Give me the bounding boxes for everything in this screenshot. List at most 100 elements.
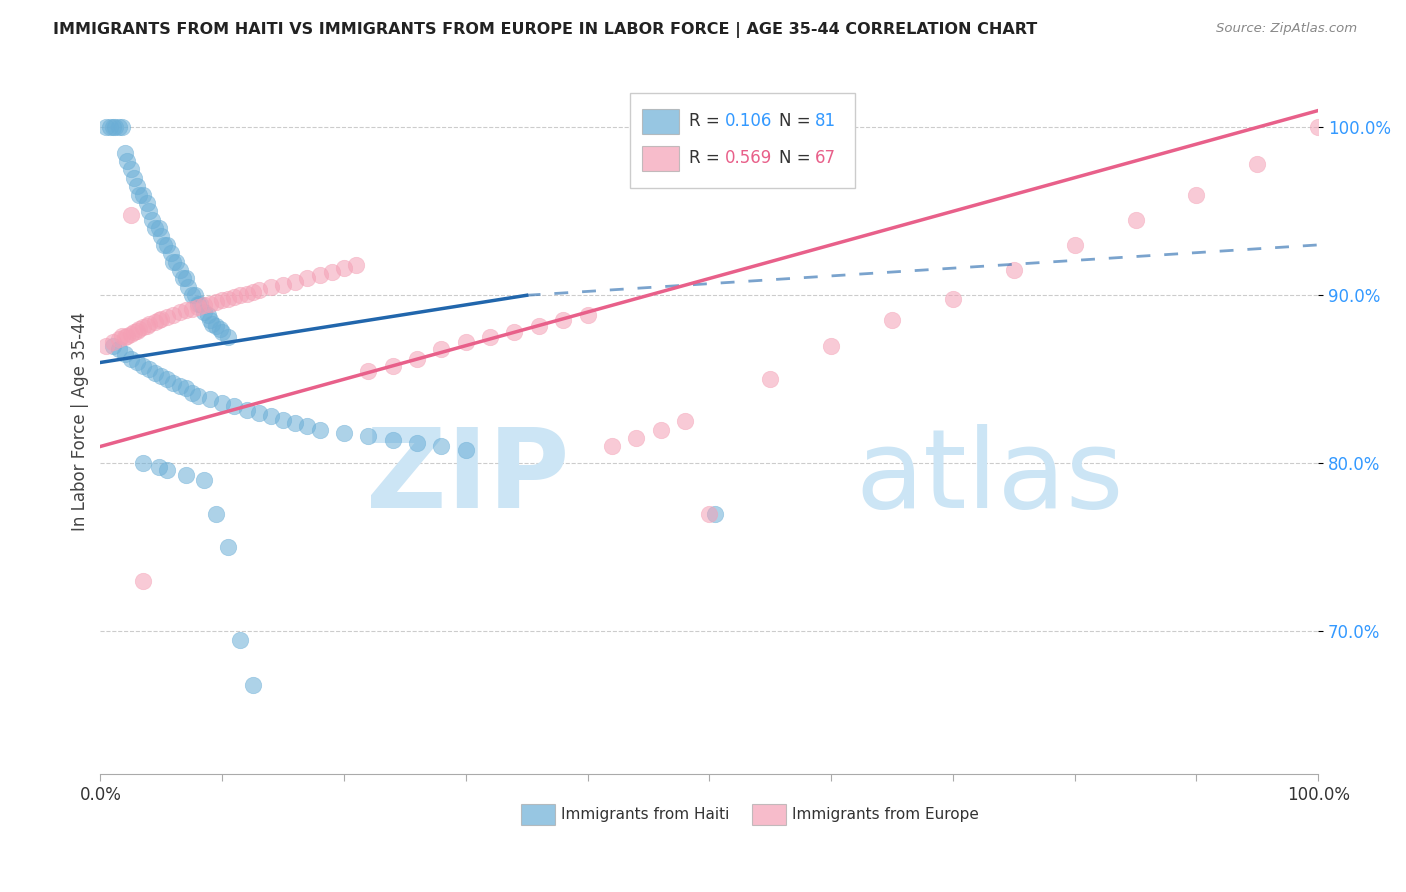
Point [148,221,170,235]
Text: atlas: atlas [855,425,1123,532]
Point [242,678,264,692]
Point [553,313,575,327]
Point [156,463,179,477]
Point [156,372,179,386]
Point [111,120,134,135]
Point [1246,157,1268,171]
Point [180,385,202,400]
Point [224,399,246,413]
Point [174,468,197,483]
Point [205,295,228,310]
Point [125,179,148,194]
Point [150,311,173,326]
Point [208,322,231,336]
Text: Immigrants from Haiti: Immigrants from Haiti [561,806,730,822]
Point [150,229,173,244]
Point [96,120,118,135]
Text: 67: 67 [815,149,837,167]
Point [193,305,215,319]
Point [124,170,146,185]
Point [138,317,160,331]
Point [205,318,228,333]
Point [759,372,782,386]
Point [198,392,221,407]
Point [235,402,257,417]
Point [217,541,239,555]
Point [162,254,184,268]
Text: Source: ZipAtlas.com: Source: ZipAtlas.com [1216,22,1357,36]
Point [297,271,319,285]
Point [132,320,155,334]
Y-axis label: In Labor Force | Age 35-44: In Labor Force | Age 35-44 [72,311,89,531]
Point [260,409,283,424]
Point [211,396,233,410]
Point [169,379,191,393]
Point [217,330,239,344]
Point [260,280,283,294]
Point [211,293,233,308]
Bar [520,804,554,825]
Point [1308,120,1330,135]
Point [138,362,160,376]
Point [114,347,136,361]
Point [120,352,142,367]
Point [124,325,146,339]
Point [115,153,138,168]
Point [172,271,194,285]
Point [430,342,453,356]
Point [135,318,157,333]
Point [160,246,183,260]
Point [357,364,380,378]
Point [198,296,221,310]
FancyBboxPatch shape [630,93,855,188]
Point [242,285,264,299]
Point [193,298,215,312]
Bar [643,110,679,134]
Point [132,456,155,470]
Point [229,632,252,647]
Point [174,303,197,318]
Point [406,352,429,367]
Point [333,261,356,276]
Point [271,412,294,426]
Point [141,212,163,227]
Point [1185,187,1208,202]
Point [321,265,343,279]
Point [143,221,166,235]
Point [1002,263,1025,277]
Point [162,376,184,390]
Point [135,195,157,210]
Point [187,300,209,314]
Point [107,120,129,135]
Point [600,440,623,454]
Point [128,187,150,202]
Point [96,339,118,353]
Point [235,286,257,301]
Point [114,330,136,344]
Point [114,145,136,160]
Point [180,288,202,302]
Point [120,326,142,341]
Point [224,290,246,304]
Point [527,318,550,333]
Point [115,328,138,343]
Point [187,389,209,403]
Point [174,381,197,395]
Text: 0.569: 0.569 [725,149,772,167]
Point [107,332,129,346]
Point [1125,212,1147,227]
Point [479,330,502,344]
Point [132,359,155,373]
Point [247,283,270,297]
Text: Immigrants from Europe: Immigrants from Europe [792,806,979,822]
Point [101,335,124,350]
Point [381,433,404,447]
Point [297,419,319,434]
Point [132,574,155,588]
Point [1063,238,1085,252]
Text: R =: R = [689,149,724,167]
Point [880,313,903,327]
Text: N =: N = [779,149,815,167]
Point [454,335,477,350]
Bar [643,146,679,171]
